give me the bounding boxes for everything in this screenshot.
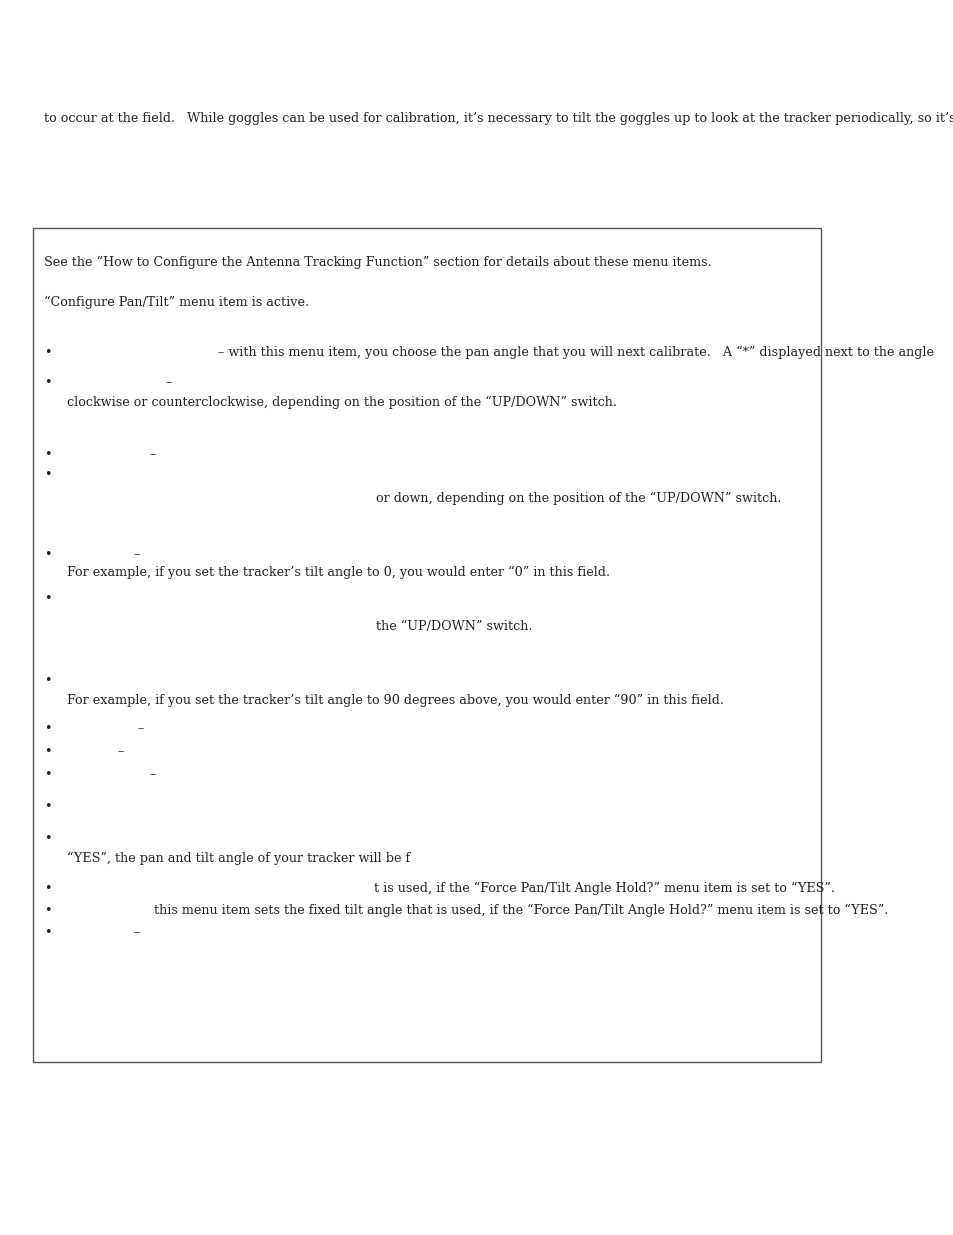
Text: –: – bbox=[58, 548, 140, 561]
Text: For example, if you set the tracker’s tilt angle to 0, you would enter “0” in th: For example, if you set the tracker’s ti… bbox=[67, 566, 610, 579]
Text: “YES”, the pan and tilt angle of your tracker will be f: “YES”, the pan and tilt angle of your tr… bbox=[67, 852, 410, 866]
Text: –: – bbox=[58, 375, 172, 389]
Text: –: – bbox=[58, 448, 156, 461]
Text: t is used, if the “Force Pan/Tilt Angle Hold?” menu item is set to “YES”.: t is used, if the “Force Pan/Tilt Angle … bbox=[58, 882, 834, 895]
Text: clockwise or counterclockwise, depending on the position of the “UP/DOWN” switch: clockwise or counterclockwise, depending… bbox=[67, 396, 617, 409]
Text: –: – bbox=[58, 745, 124, 758]
Text: •: • bbox=[44, 768, 51, 781]
Text: •: • bbox=[44, 468, 51, 480]
Text: to occur at the field.   While goggles can be used for calibration, it’s necessa: to occur at the field. While goggles can… bbox=[44, 112, 953, 125]
Text: the “UP/DOWN” switch.: the “UP/DOWN” switch. bbox=[375, 620, 532, 634]
Text: See the “How to Configure the Antenna Tracking Function” section for details abo: See the “How to Configure the Antenna Tr… bbox=[44, 256, 711, 269]
Text: or down, depending on the position of the “UP/DOWN” switch.: or down, depending on the position of th… bbox=[375, 492, 781, 505]
Text: •: • bbox=[44, 674, 51, 687]
Text: this menu item sets the fixed tilt angle that is used, if the “Force Pan/Tilt An: this menu item sets the fixed tilt angle… bbox=[58, 904, 887, 918]
Text: •: • bbox=[44, 448, 51, 461]
Bar bbox=[33, 228, 821, 1062]
Text: •: • bbox=[44, 548, 51, 561]
Text: •: • bbox=[44, 904, 51, 918]
Text: “Configure Pan/Tilt” menu item is active.: “Configure Pan/Tilt” menu item is active… bbox=[44, 296, 309, 309]
Text: –: – bbox=[58, 926, 140, 939]
Text: •: • bbox=[44, 800, 51, 813]
Text: •: • bbox=[44, 722, 51, 735]
Text: •: • bbox=[44, 375, 51, 389]
Text: •: • bbox=[44, 882, 51, 895]
Text: –: – bbox=[58, 768, 156, 781]
Text: For example, if you set the tracker’s tilt angle to 90 degrees above, you would : For example, if you set the tracker’s ti… bbox=[67, 694, 723, 708]
Text: •: • bbox=[44, 346, 51, 359]
Text: –: – bbox=[58, 722, 144, 735]
Text: •: • bbox=[44, 832, 51, 845]
Text: •: • bbox=[44, 592, 51, 605]
Text: •: • bbox=[44, 926, 51, 939]
Text: •: • bbox=[44, 745, 51, 758]
Text: – with this menu item, you choose the pan angle that you will next calibrate.   : – with this menu item, you choose the pa… bbox=[58, 346, 933, 359]
